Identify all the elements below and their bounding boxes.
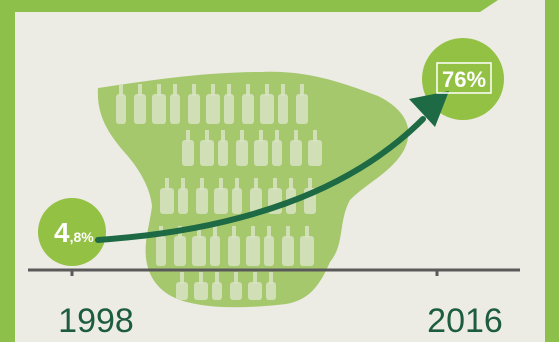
bottle-icon (232, 178, 242, 214)
bottle-icon (290, 130, 302, 166)
spain-map-pictogram (97, 71, 409, 308)
data-label-2016: 76% (442, 67, 486, 92)
bottle-icon (182, 130, 194, 166)
bottle-icon (224, 84, 234, 124)
bottle-icon (116, 84, 126, 124)
bottle-icon (296, 84, 308, 124)
bottle-icon (176, 272, 188, 300)
bottle-icon (200, 130, 214, 166)
bottle-icon (214, 178, 228, 214)
bottle-icon (250, 178, 262, 214)
start-point-circle (38, 198, 106, 266)
bottle-icon (218, 130, 228, 166)
x-axis: 1998 2016 (28, 268, 520, 340)
bottle-icon (242, 84, 254, 124)
bottle-icon (308, 130, 322, 166)
bottle-icon (246, 226, 260, 266)
growth-arrow-head (409, 91, 449, 127)
bottle-icon (210, 226, 220, 266)
bottle-icon (152, 84, 166, 124)
bottle-icon (248, 272, 262, 300)
bottle-icon (230, 272, 242, 300)
bottle-icon (160, 178, 174, 214)
growth-arrow-line (95, 116, 426, 243)
bottle-icon (264, 226, 274, 266)
x-tick-label-1998: 1998 (58, 302, 134, 340)
bottle-icon (228, 226, 240, 266)
bottle-icon (212, 272, 222, 300)
x-tick-label-2016: 2016 (427, 302, 503, 340)
bottle-icon (196, 178, 208, 214)
bottle-icon (192, 226, 206, 266)
series-marks: 4,8% 76% (38, 38, 504, 266)
bottle-icon (188, 84, 200, 124)
bottle-icon (206, 84, 220, 124)
bottle-icon (266, 272, 276, 300)
bottle-icon (236, 130, 248, 166)
bottle-icon (282, 226, 294, 266)
bottle-icon (194, 272, 208, 300)
bottle-icon (272, 130, 282, 166)
data-label-1998: 4,8% (54, 217, 94, 248)
bottle-icon (254, 130, 268, 166)
bottle-icon (260, 84, 274, 124)
bottle-icon (170, 84, 180, 124)
bottle-icon (300, 226, 314, 266)
bottle-icon (178, 178, 188, 214)
data-label-2016-box (436, 62, 492, 94)
bottle-icon (134, 84, 146, 124)
glass-bottles (116, 84, 322, 300)
bottle-icon (278, 84, 288, 124)
